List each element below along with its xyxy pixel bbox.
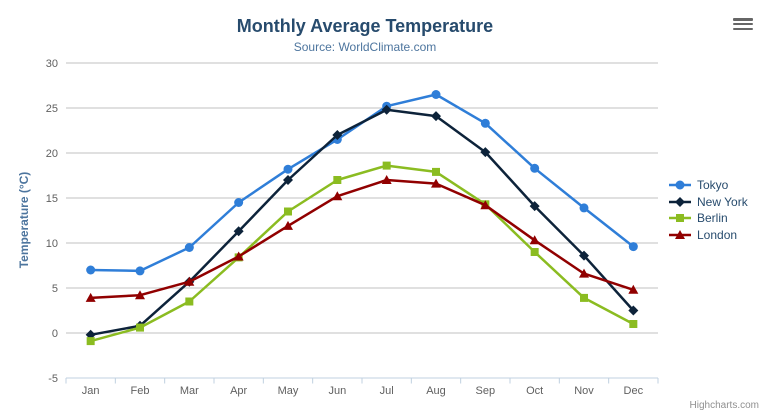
data-point-london[interactable] [579,268,589,278]
y-axis-tick-label: 15 [46,193,58,205]
series-line-new-york[interactable] [89,108,635,337]
x-axis-tick-label: Feb [131,385,150,397]
data-point-new-york[interactable] [529,201,540,212]
x-axis-tick-label: Apr [230,385,247,397]
burger-bar [733,18,753,21]
x-axis-tick-label: Oct [526,385,543,397]
data-point-tokyo[interactable] [234,198,244,207]
data-point-tokyo[interactable] [184,243,194,252]
data-point-berlin[interactable] [530,248,539,256]
x-axis-tick-label: Jul [380,385,394,397]
y-axis-tick-label: 5 [52,283,58,295]
data-point-london[interactable] [431,178,441,188]
data-point-new-york[interactable] [283,175,293,185]
legend-marker-square-icon [669,214,691,223]
x-axis-tick-label: May [278,385,299,397]
credits-link[interactable]: Highcharts.com [689,400,759,411]
burger-bar [733,27,753,30]
legend-marker-diamond-icon [669,196,691,207]
data-point-berlin[interactable] [185,297,194,306]
series-line-london[interactable] [89,178,635,300]
data-point-new-york[interactable] [233,226,244,237]
x-axis-tick-label: Dec [624,385,644,397]
data-point-berlin[interactable] [580,293,588,302]
y-axis-tick-label: 0 [52,328,58,340]
legend-item-berlin[interactable]: Berlin [668,210,748,227]
hamburger-menu-icon[interactable] [733,18,753,30]
data-point-berlin[interactable] [432,167,440,176]
data-point-tokyo[interactable] [86,265,96,275]
y-axis-tick-label: 10 [46,238,58,250]
legend-item-new-york[interactable]: New York [668,194,748,211]
y-axis-tick-label: 25 [46,103,58,115]
legend-symbol-london [675,229,685,239]
data-point-new-york[interactable] [332,130,343,140]
y-axis-tick-label: 30 [46,58,58,70]
x-axis-tick-label: Sep [476,385,496,397]
data-point-berlin[interactable] [284,207,292,216]
data-point-tokyo[interactable] [480,118,490,128]
y-axis-title: Temperature (°C) [17,171,31,269]
data-point-new-york[interactable] [381,104,392,115]
data-point-new-york[interactable] [628,305,639,316]
legend: Tokyo New York Berlin London [668,177,748,243]
x-axis-tick-label: Nov [574,385,594,397]
x-axis-tick-label: Jun [328,385,346,397]
data-point-berlin[interactable] [136,323,144,332]
data-point-london[interactable] [283,220,293,230]
legend-label: Tokyo [697,178,729,193]
burger-bar [733,22,753,26]
legend-item-tokyo[interactable]: Tokyo [668,177,748,194]
y-axis-tick-label: 20 [46,148,58,160]
legend-symbol-berlin [676,214,684,223]
data-point-london[interactable] [233,251,244,261]
series-line-tokyo[interactable] [89,93,635,273]
x-axis-tick-label: Jan [82,385,100,397]
legend-symbol-new-york [675,196,685,207]
legend-symbol-tokyo [675,180,685,190]
legend-label: Berlin [697,211,728,226]
data-point-london[interactable] [332,191,343,201]
y-axis-tick-label: -5 [48,373,58,385]
data-point-new-york[interactable] [480,147,491,158]
chart-subtitle: Source: WorldClimate.com [293,40,437,54]
data-point-tokyo[interactable] [431,90,441,99]
data-point-london[interactable] [381,175,392,184]
legend-item-london[interactable]: London [668,227,748,244]
data-point-berlin[interactable] [382,161,391,170]
series-line-berlin[interactable] [89,164,635,343]
data-point-london[interactable] [628,284,639,294]
legend-label: New York [697,194,748,209]
x-axis-tick-label: Aug [426,385,446,397]
data-point-tokyo[interactable] [628,242,638,252]
data-point-berlin[interactable] [86,337,95,346]
legend-marker-triangle-icon [669,229,691,239]
data-point-tokyo[interactable] [579,203,589,213]
data-point-tokyo[interactable] [283,164,293,174]
data-point-london[interactable] [480,200,491,210]
data-point-new-york[interactable] [579,250,589,261]
data-point-berlin[interactable] [333,176,342,184]
data-point-berlin[interactable] [629,320,638,328]
data-point-london[interactable] [135,290,145,300]
data-point-tokyo[interactable] [135,266,145,276]
data-point-tokyo[interactable] [530,163,540,173]
data-point-london[interactable] [529,235,540,245]
x-axis-tick-label: Mar [180,385,199,397]
chart-title: Monthly Average Temperature [236,16,494,36]
legend-label: London [697,227,738,242]
data-point-london[interactable] [184,276,195,286]
legend-marker-circle-icon [669,180,691,190]
data-point-new-york[interactable] [431,111,441,122]
data-point-london[interactable] [85,292,96,302]
